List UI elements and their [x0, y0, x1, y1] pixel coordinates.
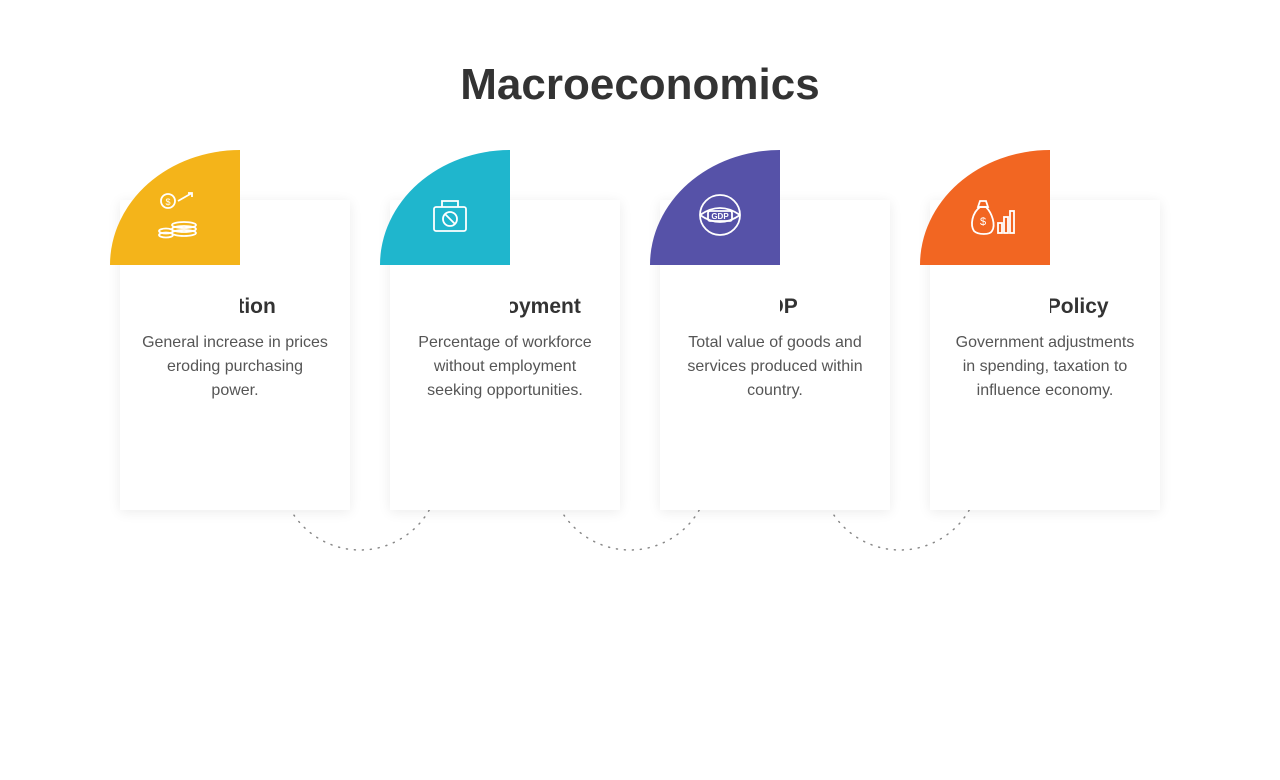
fiscal-icon: $ [964, 189, 1016, 246]
page-title: Macroeconomics [0, 60, 1280, 110]
card-unemployment: Unemployment Percentage of workforce wit… [390, 200, 620, 510]
card-title-fiscal: Fiscal Policy [952, 295, 1138, 319]
card-fiscal: $ Fiscal Policy Government adjustments i… [930, 200, 1160, 510]
card-title-inflation: Inflation [142, 295, 328, 319]
card-accent-inflation: $ [110, 150, 240, 265]
card-desc-gdp: Total value of goods and services produc… [682, 331, 868, 403]
card-accent-gdp: GDP [650, 150, 780, 265]
card-desc-fiscal: Government adjustments in spending, taxa… [952, 331, 1138, 403]
svg-text:$: $ [980, 216, 986, 228]
cards-container: $ Inflation General increase in prices e… [0, 200, 1280, 510]
card-desc-inflation: General increase in prices eroding purch… [142, 331, 328, 403]
gdp-icon: GDP [694, 189, 746, 246]
card-title-gdp: GDP [682, 295, 868, 319]
card-desc-unemployment: Percentage of workforce without employme… [412, 331, 598, 403]
inflation-icon: $ [154, 189, 206, 246]
svg-text:$: $ [165, 197, 170, 207]
card-title-unemployment: Unemployment [412, 295, 598, 319]
card-gdp: GDP GDP Total value of goods and service… [660, 200, 890, 510]
card-inflation: $ Inflation General increase in prices e… [120, 200, 350, 510]
unemployment-icon [424, 189, 476, 246]
card-accent-unemployment [380, 150, 510, 265]
card-accent-fiscal: $ [920, 150, 1050, 265]
svg-text:GDP: GDP [711, 212, 729, 221]
